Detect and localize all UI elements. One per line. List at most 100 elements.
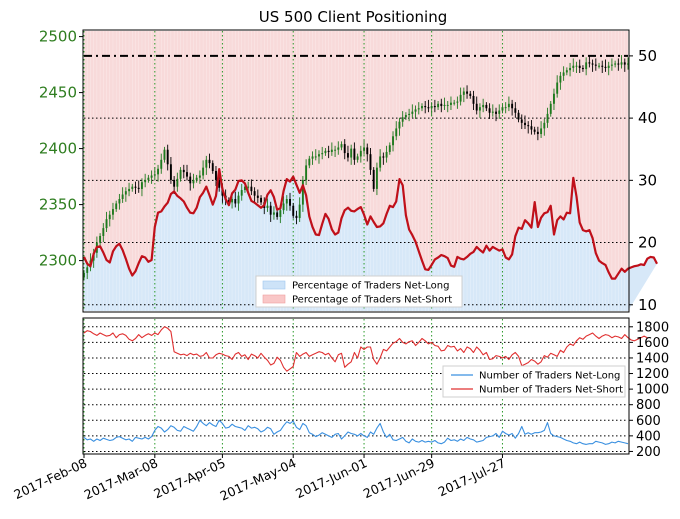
candle-body xyxy=(134,186,137,188)
net-short-pct-line xyxy=(83,168,658,280)
candle-body xyxy=(578,65,581,68)
candle-body xyxy=(256,195,259,198)
candle-body xyxy=(562,72,565,76)
candle-body xyxy=(195,177,198,180)
candle-body xyxy=(266,205,269,208)
candle-body xyxy=(449,102,452,105)
candle-body xyxy=(594,64,597,66)
net-short-legend-swatch xyxy=(262,294,286,304)
candle-body xyxy=(186,172,188,177)
candle-body xyxy=(472,95,475,104)
candle-body xyxy=(591,63,594,65)
count-tick-label: 1600 xyxy=(636,336,669,351)
candle-body xyxy=(211,163,214,171)
date-axis: 2017-Feb-082017-Mar-082017-Apr-052017-Ma… xyxy=(11,454,508,504)
candle-body xyxy=(327,150,330,152)
ratio-legend: Percentage of Traders Net-Long Percentag… xyxy=(255,275,463,308)
candle-body xyxy=(346,153,349,158)
date-tick-label: 2017-Mar-08 xyxy=(82,455,160,502)
candle-body xyxy=(208,159,211,164)
candle-body xyxy=(153,174,156,176)
candle-body xyxy=(105,219,108,229)
candle-body xyxy=(392,136,394,146)
candle-body xyxy=(469,93,472,96)
net-short-count-legend-label: Number of Traders Net-Short xyxy=(479,385,623,396)
candle-body xyxy=(350,148,353,158)
candle-body xyxy=(501,107,504,111)
candle-body xyxy=(466,91,469,94)
candle-body xyxy=(427,107,430,109)
candle-body xyxy=(620,62,623,65)
candle-body xyxy=(356,156,359,160)
candle-body xyxy=(314,156,317,158)
count-legend-box xyxy=(442,365,626,398)
candle-body xyxy=(401,117,404,122)
candle-body xyxy=(192,179,195,184)
candle-body xyxy=(301,179,304,205)
net-short-line-group xyxy=(83,168,658,280)
candle-body xyxy=(176,178,179,187)
candle-body xyxy=(269,205,272,215)
candle-body xyxy=(520,119,523,123)
candle-body xyxy=(124,191,127,195)
candle-body xyxy=(234,199,237,204)
candle-body xyxy=(237,195,240,204)
candle-body xyxy=(189,176,192,184)
candle-body xyxy=(569,67,572,71)
price-tick-label: 2450 xyxy=(39,84,77,102)
candle-body xyxy=(279,210,282,217)
candle-body xyxy=(311,156,314,159)
ratio-tick-label: 40 xyxy=(638,109,657,127)
candle-body xyxy=(363,147,366,151)
candle-body xyxy=(298,204,301,219)
bottom-panel-frame xyxy=(82,317,630,455)
candle-body xyxy=(99,235,102,243)
candle-body xyxy=(157,168,159,175)
count-tick-label: 1200 xyxy=(636,367,669,382)
candle-body xyxy=(147,177,150,180)
candle-body xyxy=(375,167,378,189)
candle-body xyxy=(491,111,494,113)
candle-body xyxy=(424,106,427,108)
count-tick-label: 1400 xyxy=(636,351,669,366)
candle-body xyxy=(115,203,118,210)
count-tick-label: 600 xyxy=(636,414,661,429)
candle-body xyxy=(137,187,140,189)
candle-body xyxy=(623,62,626,65)
candle-body xyxy=(572,65,575,68)
candle-body xyxy=(292,205,295,216)
ratio-tick-label: 10 xyxy=(638,296,657,314)
candle-body xyxy=(366,147,369,155)
candle-body xyxy=(533,129,536,132)
price-tick-label: 2400 xyxy=(39,140,77,158)
candle-body xyxy=(83,272,85,278)
price-tick-label: 2500 xyxy=(39,28,77,46)
candle-body xyxy=(559,75,562,83)
net-long-legend-label: Percentage of Traders Net-Long xyxy=(292,281,450,292)
candle-body xyxy=(388,145,391,152)
candle-body xyxy=(379,156,382,168)
candle-body xyxy=(359,150,362,157)
candle-body xyxy=(446,104,449,106)
candle-body xyxy=(282,203,285,211)
candle-body xyxy=(617,63,620,65)
candle-body xyxy=(272,212,275,215)
candle-body xyxy=(324,150,327,154)
candle-body xyxy=(462,91,465,95)
candle-body xyxy=(247,186,250,188)
candle-body xyxy=(118,199,121,204)
candle-body xyxy=(604,66,607,68)
candle-body xyxy=(482,104,485,108)
candle-body xyxy=(546,113,549,123)
net-long-legend-swatch xyxy=(262,280,286,290)
candle-body xyxy=(318,154,320,157)
count-tick-label: 200 xyxy=(636,445,661,460)
chart-title: US 500 Client Positioning xyxy=(259,8,447,26)
candle-body xyxy=(404,115,407,118)
candle-body xyxy=(166,149,169,165)
candle-body xyxy=(169,164,172,180)
candle-body xyxy=(140,182,143,189)
candle-body xyxy=(507,103,510,108)
candle-body xyxy=(601,65,604,67)
